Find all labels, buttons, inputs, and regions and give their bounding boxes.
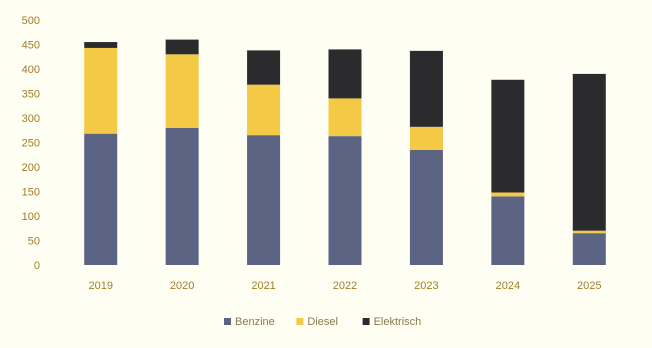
bar-segment-elektrisch-2024	[491, 79, 525, 193]
y-tick-label: 350	[22, 89, 40, 101]
x-tick-label: 2021	[251, 280, 275, 292]
bar-segment-diesel-2023	[409, 126, 443, 150]
bar-segment-benzine-2023	[409, 149, 443, 265]
bar-segment-benzine-2022	[328, 136, 362, 265]
bar-segment-elektrisch-2019	[84, 42, 118, 48]
bars	[84, 39, 606, 265]
bar-segment-benzine-2019	[84, 133, 118, 265]
x-tick-label: 2025	[577, 280, 601, 292]
bar-segment-diesel-2025	[572, 230, 606, 234]
y-tick-label: 200	[22, 162, 40, 174]
bar-segment-diesel-2019	[84, 47, 118, 134]
bar-segment-elektrisch-2025	[572, 73, 606, 231]
x-axis: 2019 2020 2021 2022 2023 2024 2025	[88, 280, 601, 292]
legend-swatch-diesel	[296, 318, 304, 325]
bar-segment-benzine-2025	[572, 233, 606, 265]
x-tick-label: 2022	[333, 280, 357, 292]
y-tick-label: 400	[22, 64, 40, 76]
bar-segment-diesel-2020	[165, 54, 199, 128]
bar-segment-benzine-2021	[247, 135, 281, 265]
y-tick-label: 300	[22, 113, 40, 125]
y-axis: 0 50 100 150 200 250 300 350 400 450 500	[22, 15, 40, 272]
legend-label-diesel: Diesel	[307, 316, 338, 328]
y-tick-label: 150	[22, 187, 40, 199]
bar-segment-elektrisch-2022	[328, 49, 362, 99]
x-tick-label: 2024	[496, 280, 520, 292]
bar-segment-benzine-2020	[165, 127, 199, 265]
bar-segment-elektrisch-2021	[247, 50, 281, 85]
y-tick-label: 500	[22, 15, 40, 27]
bar-segment-benzine-2024	[491, 196, 525, 265]
y-tick-label: 0	[34, 260, 40, 272]
bar-segment-elektrisch-2023	[409, 50, 443, 127]
legend: Benzine Diesel Elektrisch	[224, 316, 421, 328]
y-tick-label: 50	[28, 236, 40, 248]
bar-segment-diesel-2022	[328, 98, 362, 137]
y-tick-label: 100	[22, 211, 40, 223]
legend-swatch-elektrisch	[362, 318, 370, 325]
legend-label-benzine: Benzine	[235, 316, 275, 328]
legend-label-elektrisch: Elektrisch	[374, 316, 422, 328]
bar-segment-diesel-2024	[491, 192, 525, 197]
x-tick-label: 2023	[414, 280, 438, 292]
legend-swatch-benzine	[224, 318, 231, 325]
x-tick-label: 2020	[170, 280, 194, 292]
y-tick-label: 250	[22, 138, 40, 150]
y-tick-label: 450	[22, 40, 40, 52]
bar-segment-elektrisch-2020	[165, 39, 199, 55]
x-tick-label: 2019	[88, 280, 112, 292]
bar-segment-diesel-2021	[247, 84, 281, 136]
